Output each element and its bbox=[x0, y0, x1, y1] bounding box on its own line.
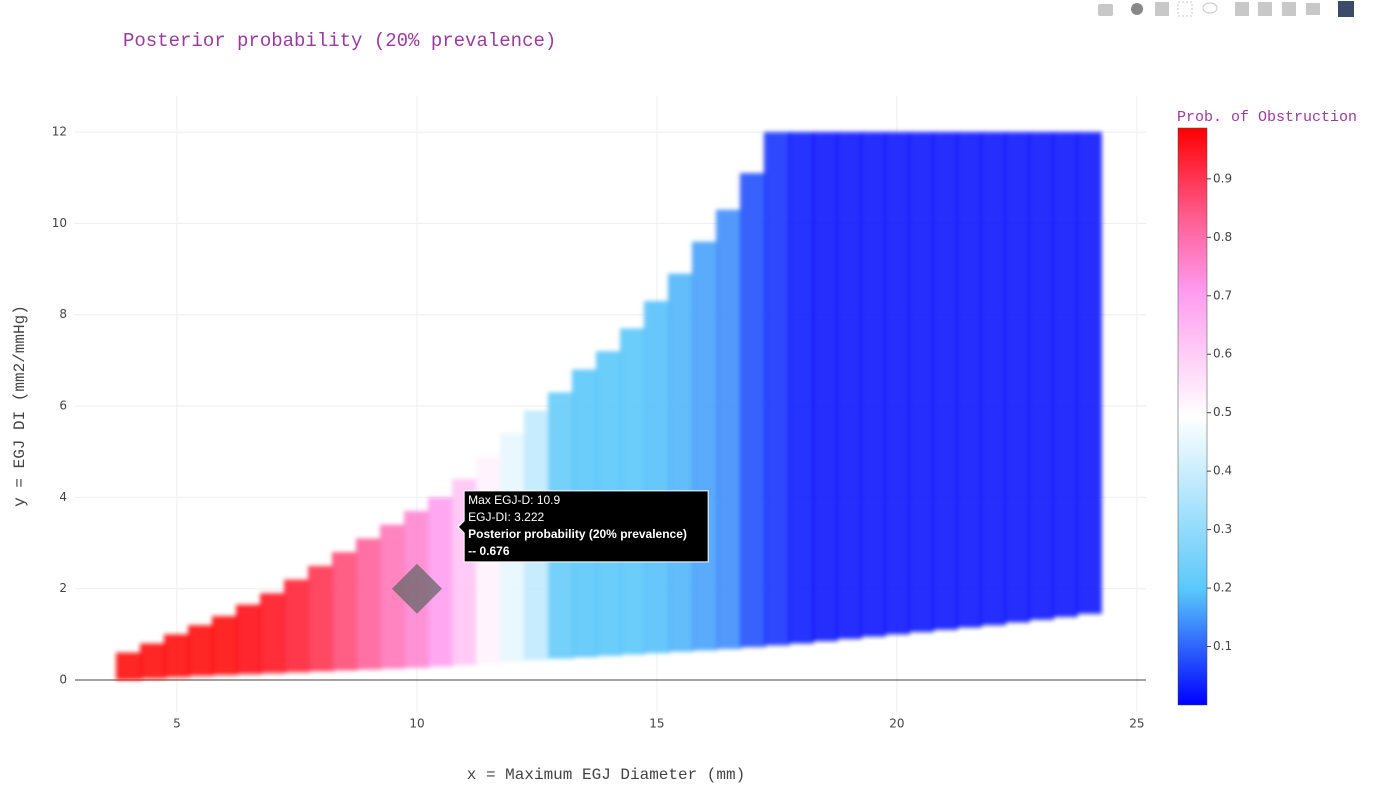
y-tick-label: 0 bbox=[59, 673, 67, 687]
point-column bbox=[1051, 132, 1078, 618]
zoom-out-button[interactable] bbox=[1258, 2, 1272, 16]
colorbar-tick-label: 0.3 bbox=[1213, 522, 1232, 536]
y-tick-label: 8 bbox=[59, 307, 67, 321]
hover-text: Posterior probability (20% prevalence) bbox=[468, 527, 687, 541]
x-tick-label: 10 bbox=[409, 717, 424, 731]
colorbar-tick-label: 0.7 bbox=[1213, 288, 1232, 302]
point-column bbox=[811, 132, 838, 642]
x-axis-title: x = Maximum EGJ Diameter (mm) bbox=[467, 766, 745, 784]
lasso-button[interactable] bbox=[1202, 2, 1218, 14]
y-tick-label: 2 bbox=[59, 581, 67, 595]
point-column bbox=[331, 552, 358, 671]
colorbar-tick-label: 0.4 bbox=[1213, 464, 1232, 478]
zoom-in-button[interactable] bbox=[1235, 2, 1249, 16]
point-column bbox=[739, 173, 766, 648]
autoscale-button[interactable] bbox=[1282, 2, 1296, 16]
colorbar-tick-label: 0.9 bbox=[1213, 171, 1232, 185]
point-column bbox=[715, 209, 742, 649]
point-column bbox=[859, 132, 886, 637]
point-column bbox=[1003, 132, 1030, 623]
chart-title: Posterior probability (20% prevalence) bbox=[123, 30, 556, 52]
hover-text: -- 0.676 bbox=[468, 544, 510, 558]
colorbar-title: Prob. of Obstruction bbox=[1177, 109, 1357, 126]
point-column bbox=[235, 604, 262, 675]
colorbar-tick-label: 0.8 bbox=[1213, 230, 1232, 244]
x-tick-label: 15 bbox=[649, 717, 664, 731]
colorbar-tick-label: 0.6 bbox=[1213, 347, 1232, 361]
zoom-button[interactable] bbox=[1131, 3, 1143, 15]
plotly-logo[interactable] bbox=[1338, 1, 1354, 17]
y-tick-label: 12 bbox=[52, 125, 67, 139]
point-column bbox=[1075, 132, 1102, 614]
y-tick-label: 4 bbox=[59, 490, 67, 504]
point-column bbox=[211, 616, 238, 676]
point-column bbox=[763, 132, 790, 646]
point-column bbox=[187, 625, 214, 676]
y-axis-title: y = EGJ DI (mm2/mmHg) bbox=[11, 305, 29, 507]
colorbar-tick-label: 0.1 bbox=[1213, 639, 1232, 653]
overlay: Max EGJ-D: 10.9 EGJ-DI: 3.222 Posterior pr… bbox=[391, 127, 1232, 706]
colorbar-tick-label: 0.5 bbox=[1213, 405, 1232, 419]
highlight-marker bbox=[391, 563, 442, 614]
point-column bbox=[931, 132, 958, 630]
point-column bbox=[139, 643, 166, 679]
point-column bbox=[163, 634, 190, 678]
point-column bbox=[115, 652, 142, 681]
point-column bbox=[643, 301, 670, 654]
point-column bbox=[883, 132, 910, 635]
modebar bbox=[1098, 1, 1354, 17]
point-column bbox=[979, 132, 1006, 626]
hover-text: Max EGJ-D: 10.9 bbox=[468, 493, 560, 507]
select-button[interactable] bbox=[1177, 1, 1193, 17]
point-column bbox=[955, 132, 982, 628]
x-tick-label: 25 bbox=[1129, 717, 1144, 731]
x-tick-label: 20 bbox=[889, 717, 904, 731]
camera-button[interactable] bbox=[1098, 4, 1113, 16]
pan-button[interactable] bbox=[1155, 2, 1169, 16]
hover-text: EGJ-DI: 3.222 bbox=[468, 510, 544, 524]
point-column bbox=[787, 132, 814, 644]
colorbar bbox=[1177, 127, 1208, 706]
point-column bbox=[691, 241, 718, 651]
point-column bbox=[259, 593, 286, 674]
y-tick-label: 10 bbox=[52, 216, 67, 230]
point-column bbox=[355, 538, 382, 670]
point-column bbox=[307, 565, 334, 672]
point-column bbox=[667, 273, 694, 652]
hover-box bbox=[457, 490, 709, 563]
y-tick-label: 6 bbox=[59, 399, 67, 413]
point-column bbox=[835, 132, 862, 639]
point-column bbox=[283, 579, 310, 673]
x-tick-label: 5 bbox=[173, 717, 181, 731]
point-column bbox=[1027, 132, 1054, 620]
reset-button[interactable] bbox=[1306, 3, 1320, 15]
point-column bbox=[907, 132, 934, 633]
colorbar-tick-label: 0.2 bbox=[1213, 581, 1232, 595]
